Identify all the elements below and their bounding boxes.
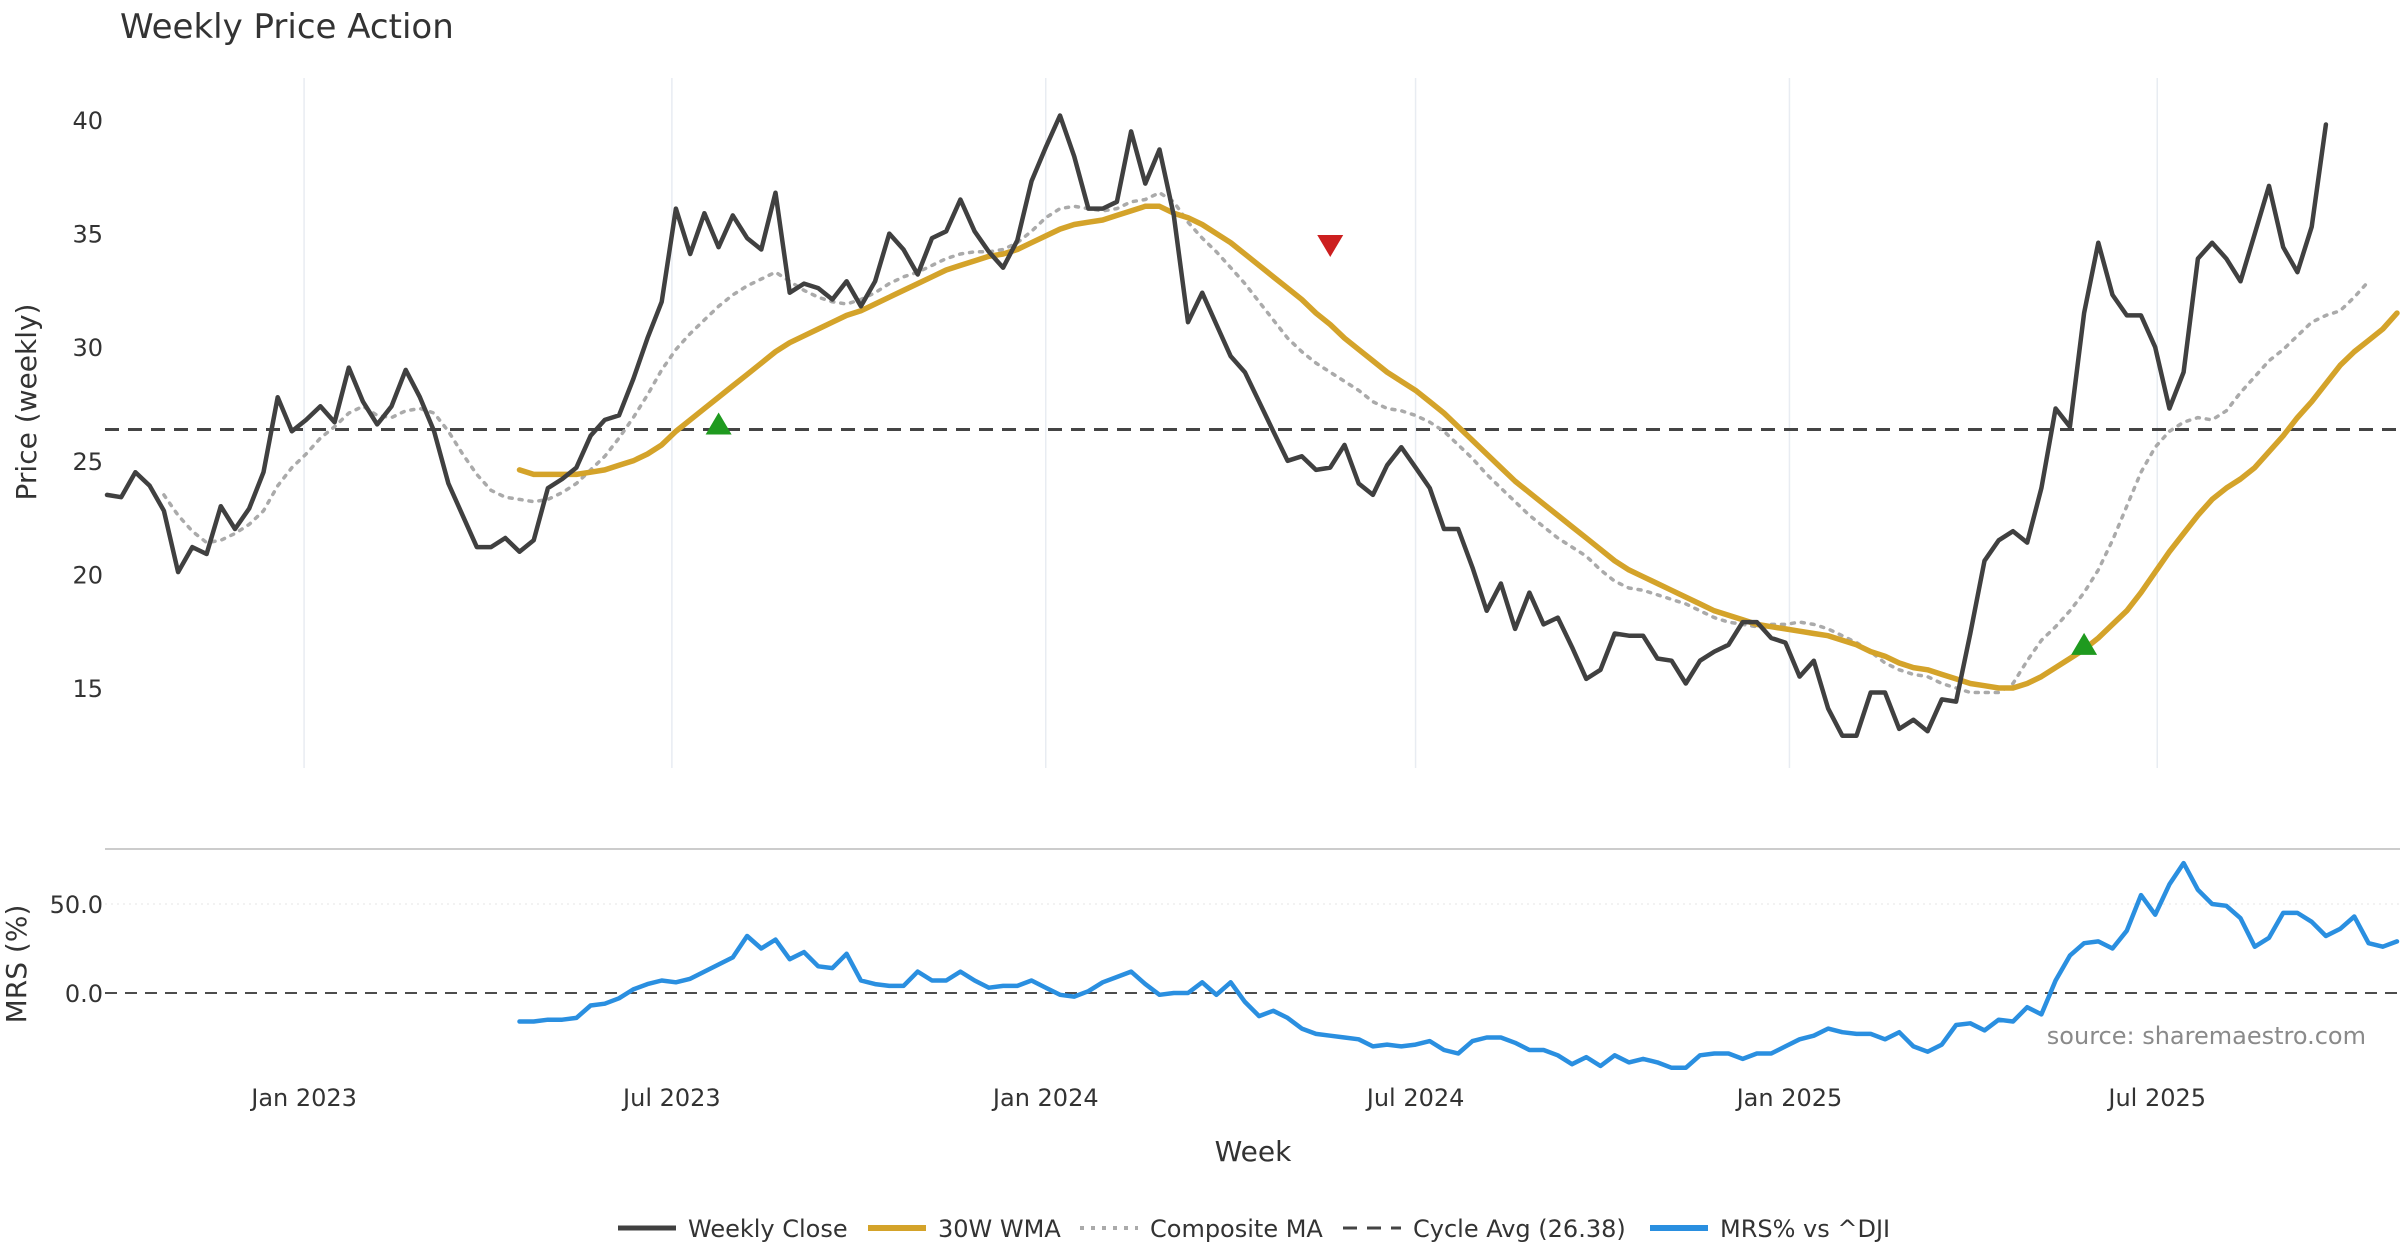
legend-label: MRS% vs ^DJI	[1720, 1215, 1890, 1243]
composite-ma-line	[162, 190, 2371, 695]
price-grid	[303, 78, 2158, 768]
sell-signal-marker	[1317, 234, 1344, 257]
x-tick-label: Jan 2023	[249, 1084, 357, 1112]
price-y-axis-label: Price (weekly)	[10, 304, 43, 501]
price-y-tick-label: 25	[72, 448, 103, 476]
x-tick-label: Jan 2025	[1735, 1084, 1843, 1112]
chart-title: Weekly Price Action	[120, 7, 454, 47]
legend-label: Weekly Close	[688, 1215, 848, 1243]
price-y-tick-label: 15	[72, 675, 103, 703]
x-axis-label: Week	[1215, 1135, 1292, 1168]
price-y-tick-label: 30	[72, 334, 103, 362]
weekly-close-line	[104, 113, 2329, 738]
legend-label: Composite MA	[1150, 1215, 1323, 1243]
price-y-tick-label: 20	[72, 561, 103, 589]
x-tick-label: Jul 2024	[1365, 1084, 1465, 1112]
mrs-y-tick-label: 50.0	[50, 891, 103, 919]
x-tick-label: Jul 2023	[621, 1084, 721, 1112]
price-y-ticks: 15 20 25 30 35 40	[72, 107, 103, 703]
mrs-y-ticks: 0.0 50.0	[50, 891, 103, 1008]
x-tick-label: Jan 2024	[991, 1084, 1099, 1112]
price-y-tick-label: 40	[72, 107, 103, 135]
legend-label: 30W WMA	[938, 1215, 1061, 1243]
x-tick-label: Jul 2025	[2106, 1084, 2206, 1112]
mrs-line	[517, 860, 2400, 1071]
buy-signal-marker	[2071, 632, 2098, 655]
legend-label: Cycle Avg (26.38)	[1413, 1215, 1626, 1243]
mrs-y-axis-label: MRS (%)	[0, 905, 33, 1024]
price-y-tick-label: 35	[72, 221, 103, 249]
wma-30w-line	[516, 203, 2400, 691]
mrs-y-tick-label: 0.0	[65, 980, 103, 1008]
x-ticks: Jan 2023 Jul 2023 Jan 2024 Jul 2024 Jan 2025…	[249, 1084, 2206, 1112]
signal-markers	[705, 234, 2098, 655]
source-note: source: sharemaestro.com	[2047, 1022, 2366, 1050]
buy-signal-marker	[705, 412, 732, 435]
legend: Weekly Close 30W WMA Composite MA Cycle Avg…	[618, 1215, 1890, 1243]
